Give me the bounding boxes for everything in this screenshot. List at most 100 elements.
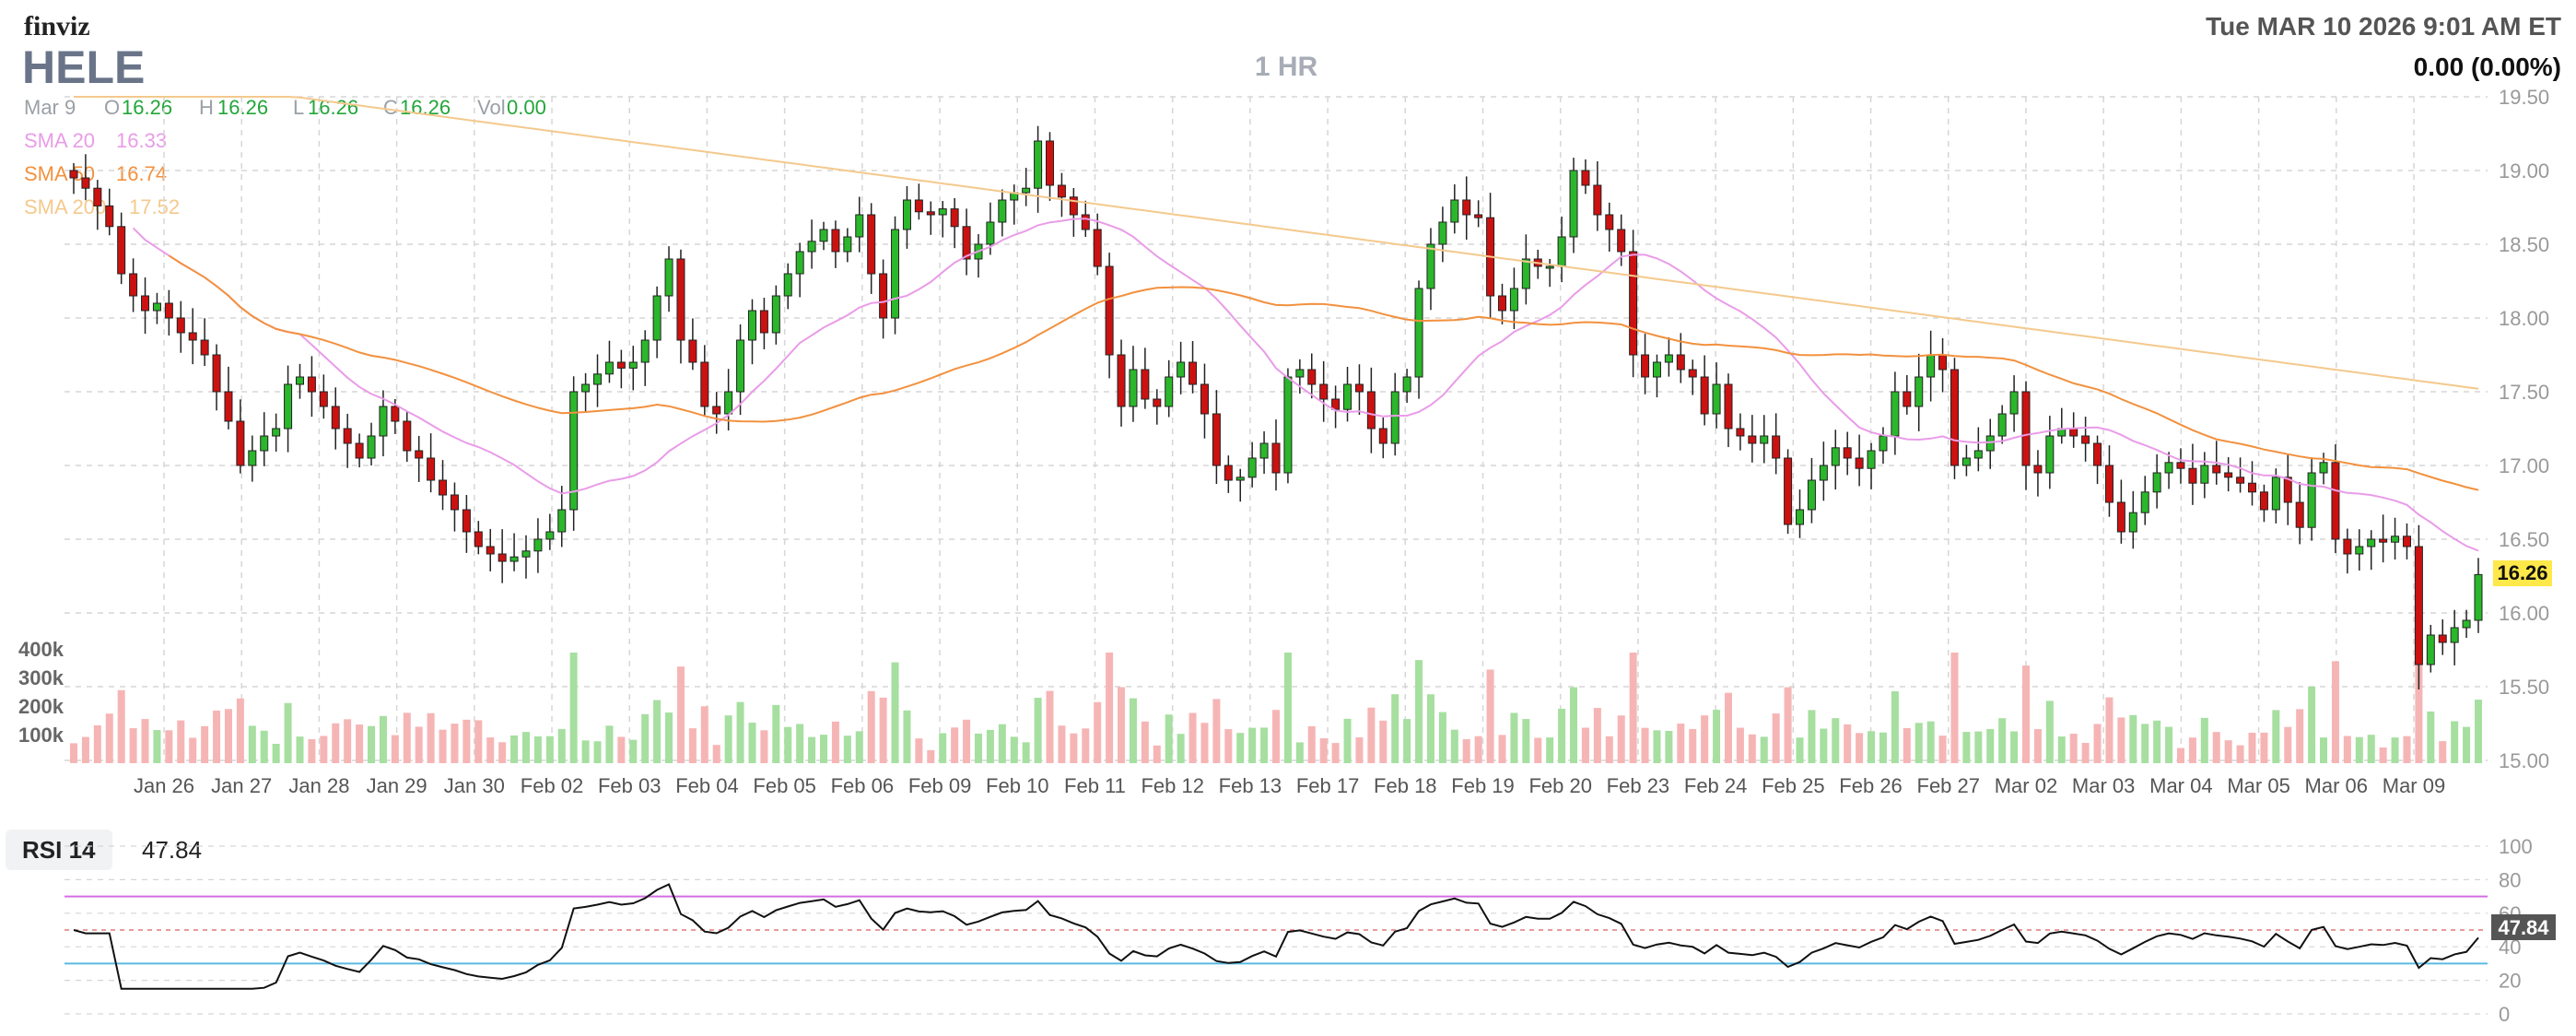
candle-down bbox=[117, 226, 126, 275]
volume-bar bbox=[379, 715, 387, 763]
volume-bar bbox=[2117, 717, 2125, 763]
candle-down bbox=[2069, 428, 2078, 437]
volume-bar bbox=[1010, 736, 1018, 763]
sma-200-line bbox=[74, 96, 2479, 390]
volume-bar bbox=[69, 743, 78, 763]
volume-bar bbox=[1938, 736, 1947, 763]
volume-bar bbox=[736, 701, 744, 763]
ohlc-close: 16.26 bbox=[400, 96, 451, 119]
volume-tick-label: 300k bbox=[18, 666, 64, 689]
candle-down bbox=[2212, 465, 2221, 474]
candle-down bbox=[1117, 354, 1126, 407]
volume-bar bbox=[2165, 726, 2173, 763]
volume-bar bbox=[1677, 724, 1685, 763]
volume-bar bbox=[1522, 719, 1530, 763]
x-tick-label: Feb 13 bbox=[1219, 774, 1282, 797]
volume-bar bbox=[760, 730, 768, 763]
candle-down bbox=[93, 187, 102, 206]
volume-bar bbox=[772, 704, 780, 763]
volume-bar bbox=[213, 710, 221, 763]
timeframe-label[interactable]: 1 HR bbox=[1255, 52, 1318, 82]
volume-bar bbox=[260, 730, 268, 763]
rsi-line bbox=[73, 883, 2479, 990]
candle-up bbox=[1557, 236, 1566, 267]
volume-bar bbox=[1974, 731, 1983, 763]
candle-down bbox=[1081, 214, 1090, 230]
volume-bar bbox=[1319, 737, 1328, 763]
datetime-label: Tue MAR 10 2026 9:01 AM ET bbox=[2206, 12, 2561, 41]
candle-up bbox=[509, 556, 519, 562]
candle-up bbox=[807, 241, 816, 253]
volume-bar bbox=[1581, 727, 1589, 763]
volume-bar bbox=[105, 713, 113, 763]
volume-bar bbox=[344, 719, 352, 763]
candle-up bbox=[795, 251, 804, 275]
volume-bar bbox=[1605, 736, 1613, 763]
volume-bar bbox=[1784, 687, 1792, 763]
rsi-tick-label: 0 bbox=[2499, 1003, 2510, 1026]
volume-bar bbox=[165, 730, 173, 763]
volume-bar bbox=[2474, 700, 2483, 763]
rsi-label-box[interactable] bbox=[6, 830, 112, 870]
volume-bar bbox=[688, 728, 697, 763]
volume-bars bbox=[69, 653, 2483, 763]
volume-bar bbox=[1772, 713, 1780, 763]
x-tick-label: Jan 30 bbox=[444, 774, 505, 797]
volume-bar bbox=[1426, 694, 1434, 763]
volume-bar bbox=[593, 741, 602, 763]
volume-bar bbox=[915, 738, 923, 763]
ohlc-high-label: H bbox=[199, 96, 214, 119]
candle-up bbox=[2426, 634, 2435, 665]
volume-bar bbox=[748, 723, 756, 763]
volume-bar bbox=[808, 736, 816, 763]
volume-bar bbox=[1510, 712, 1518, 763]
candle-down bbox=[879, 273, 888, 319]
x-tick-label: Mar 04 bbox=[2149, 774, 2212, 797]
candle-up bbox=[533, 538, 543, 552]
finviz-logo[interactable]: finviz bbox=[24, 11, 90, 41]
candle-down bbox=[1903, 391, 1912, 407]
volume-bar bbox=[1141, 721, 1149, 763]
last-price-marker: 16.26 bbox=[2493, 560, 2552, 586]
volume-bar bbox=[2272, 710, 2280, 763]
volume-bar bbox=[1177, 734, 1185, 763]
candle-down bbox=[1724, 383, 1733, 430]
volume-bar bbox=[1689, 728, 1697, 763]
candle-up bbox=[1343, 383, 1352, 410]
rsi-grid bbox=[64, 845, 2488, 1015]
x-tick-label: Feb 05 bbox=[753, 774, 816, 797]
candle-up bbox=[152, 302, 161, 312]
volume-bar bbox=[308, 738, 316, 763]
volume-bar bbox=[296, 736, 304, 763]
y-tick-label: 16.50 bbox=[2499, 528, 2549, 551]
candle-down bbox=[2033, 465, 2043, 474]
volume-bar bbox=[1629, 653, 1637, 763]
volume-bar bbox=[177, 720, 185, 763]
candle-down bbox=[1748, 435, 1757, 444]
volume-bar bbox=[463, 719, 471, 763]
candle-up bbox=[2200, 465, 2209, 484]
candle-up bbox=[2367, 538, 2376, 547]
volume-bar bbox=[415, 726, 423, 763]
volume-bar bbox=[2153, 720, 2161, 763]
volume-bar bbox=[1486, 669, 1494, 763]
candle-down bbox=[700, 361, 709, 407]
volume-bar bbox=[2355, 736, 2363, 763]
volume-bar bbox=[581, 740, 590, 763]
candle-down bbox=[2331, 462, 2340, 540]
volume-bar bbox=[129, 728, 137, 763]
candle-up bbox=[284, 383, 293, 430]
rsi-series-line bbox=[73, 883, 2479, 990]
candle-down bbox=[712, 406, 721, 415]
volume-bar bbox=[2236, 745, 2244, 763]
volume-bar bbox=[557, 728, 566, 763]
volume-bar bbox=[1094, 701, 1102, 763]
candle-up bbox=[2474, 573, 2483, 621]
volume-bar bbox=[1165, 714, 1173, 763]
candle-down bbox=[1617, 229, 1626, 253]
volume-bar bbox=[700, 706, 708, 763]
candle-up bbox=[367, 435, 376, 459]
volume-bar bbox=[1891, 691, 1899, 763]
candle-down bbox=[391, 406, 400, 422]
volume-bar bbox=[451, 724, 459, 763]
